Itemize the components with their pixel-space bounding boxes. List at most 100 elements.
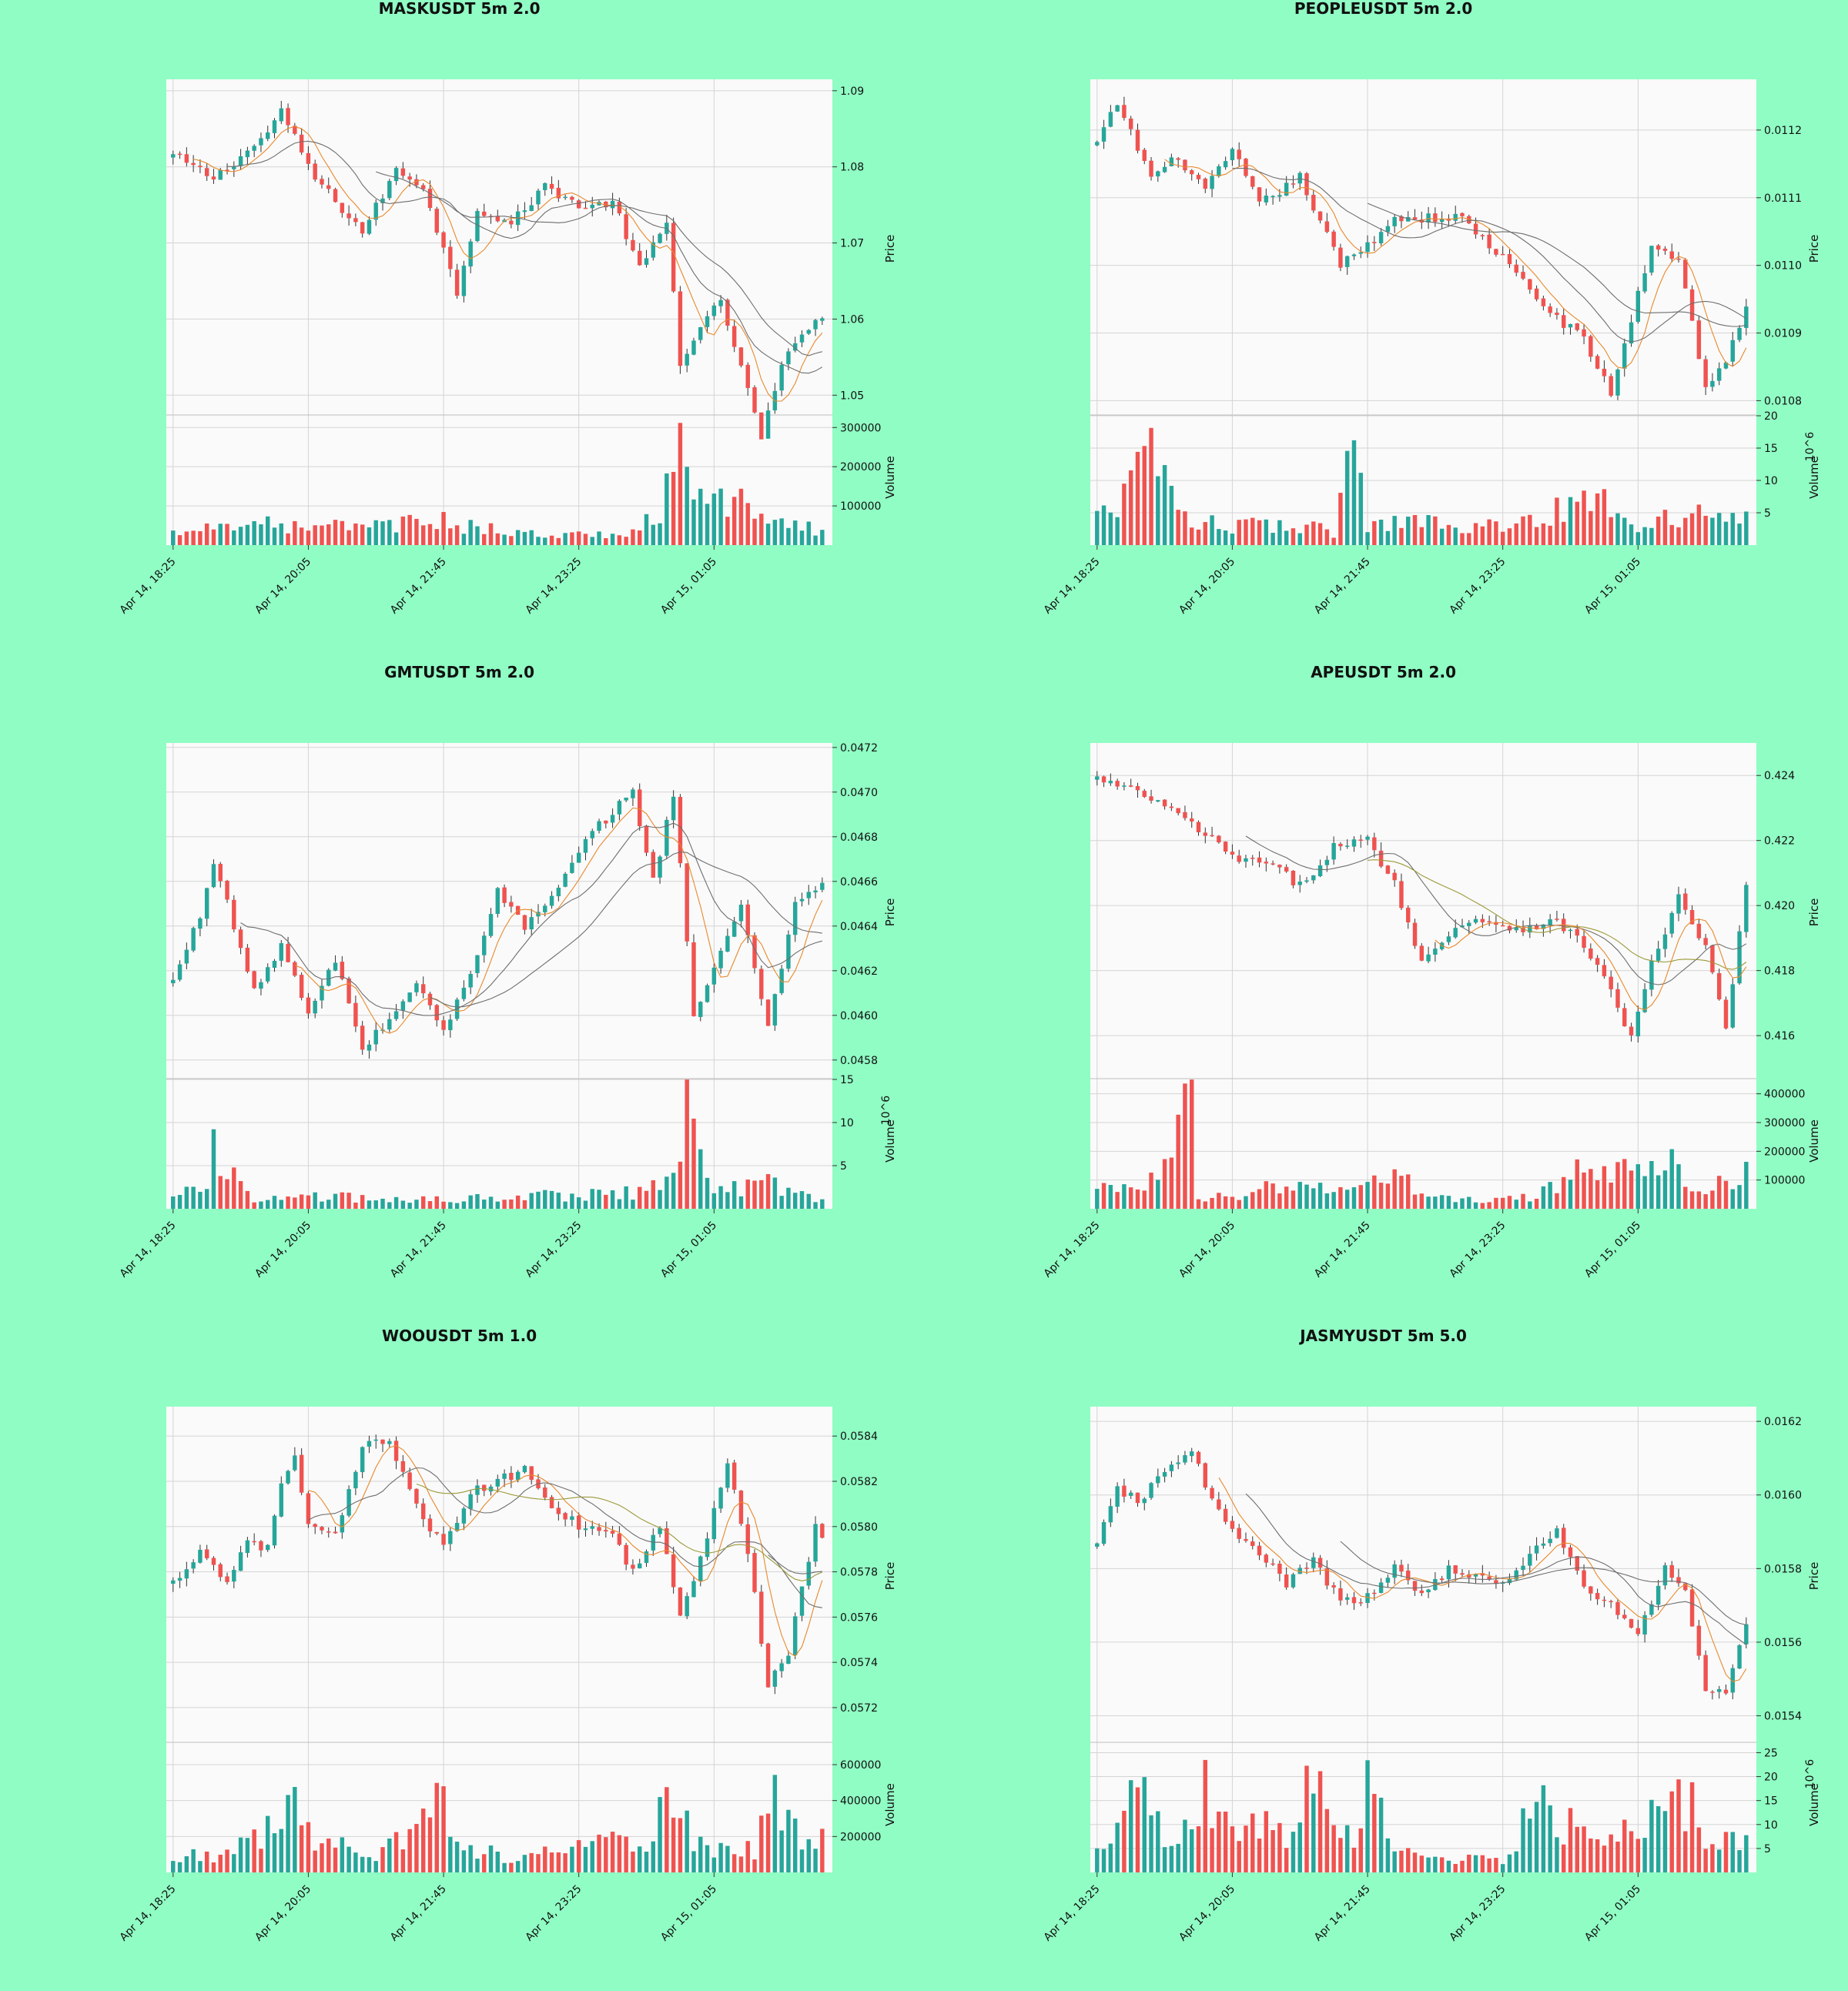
candle-body (1635, 1628, 1641, 1635)
candle-body (1548, 306, 1552, 313)
x-tick-label: Apr 14, 21:45 (1312, 1220, 1373, 1280)
volume-bar (1115, 1822, 1120, 1872)
candle-body (333, 189, 338, 202)
candle-body (1723, 1689, 1729, 1694)
candle-body (718, 1487, 723, 1509)
candle-body (1095, 776, 1100, 780)
candle-body (665, 1528, 669, 1554)
volume-bar (1669, 1149, 1674, 1209)
candle-body (1317, 211, 1323, 221)
candle-body (752, 935, 757, 969)
volume-bar (313, 1192, 317, 1209)
candle-body (279, 943, 284, 961)
volume-bar (1548, 1805, 1552, 1872)
volume-bar (495, 533, 500, 545)
volume-bar (293, 1786, 297, 1872)
volume-bar (604, 1194, 608, 1209)
volume-bar (1385, 530, 1391, 545)
x-tick-label: Apr 14, 21:45 (1312, 556, 1373, 617)
candle-body (590, 831, 594, 838)
volume-bar (1561, 521, 1566, 545)
candle-body (1372, 242, 1377, 243)
volume-bar (475, 1193, 480, 1209)
volume-bar (772, 1775, 778, 1872)
volume-tick-label: 200000 (840, 461, 881, 473)
candle-body (1244, 858, 1248, 862)
candle-body (1217, 1499, 1221, 1510)
volume-bar (1622, 517, 1627, 545)
volume-bar (1331, 1825, 1336, 1872)
candle-body (171, 979, 176, 984)
candle-body (1135, 786, 1140, 791)
candle-body (1642, 273, 1647, 292)
volume-bar (617, 535, 622, 545)
candle-body (1250, 176, 1255, 187)
candle-body (293, 125, 297, 134)
volume-bar (367, 1857, 372, 1872)
volume-bar (475, 1859, 480, 1872)
volume-bar (448, 1836, 453, 1872)
candle-body (468, 241, 473, 267)
volume-bar (522, 1855, 527, 1872)
chart-panel: JASMYUSDT 5m 5.0 0.0162 0.0160 0.0158 0.0156… (1042, 1327, 1821, 1944)
candle-body (1372, 1592, 1377, 1594)
volume-bar (1365, 532, 1370, 545)
volume-bar (353, 1852, 358, 1872)
candle-body (1629, 1026, 1634, 1036)
candle-body (1217, 166, 1221, 176)
candle-body (461, 266, 467, 296)
price-tick-label: 0.0464 (840, 921, 878, 933)
volume-bar (529, 1852, 534, 1872)
volume-bar (1399, 1850, 1404, 1872)
candle-body (637, 789, 642, 827)
volume-bar (1589, 1838, 1593, 1872)
price-tick-label: 0.0578 (840, 1567, 878, 1579)
volume-bar (590, 1189, 594, 1209)
volume-bar (400, 1200, 406, 1209)
volume-bar (1223, 530, 1228, 545)
volume-bar (651, 1180, 656, 1209)
volume-bar (232, 530, 236, 545)
candle-body (340, 962, 345, 979)
volume-bar (407, 1829, 412, 1872)
volume-bar (1669, 524, 1674, 545)
volume-bar (536, 1191, 541, 1209)
volume-bar (1183, 511, 1187, 545)
volume-bar (543, 537, 547, 545)
moving-average-line (1245, 1493, 1747, 1645)
volume-bar (1351, 440, 1357, 545)
volume-bar (1162, 465, 1167, 545)
chart-panel: GMTUSDT 5m 2.0 0.0472 0.0470 0.0468 0.0466 0.… (118, 663, 897, 1280)
volume-bar (792, 520, 798, 545)
candle-body (238, 929, 243, 949)
volume-bar (1500, 1864, 1505, 1872)
candle-body (1487, 234, 1491, 249)
candle-body (482, 211, 487, 216)
candle-body (1162, 1472, 1167, 1477)
candle-body (610, 1531, 615, 1534)
volume-bar (1270, 1183, 1275, 1209)
volume-tick-label: 200000 (1764, 1146, 1805, 1158)
volume-bar (1433, 516, 1438, 545)
volume-bar (570, 1846, 574, 1872)
volume-bar (1142, 446, 1147, 545)
candle-body (1257, 1545, 1262, 1556)
candle-body (1737, 327, 1742, 340)
candle-body (373, 1029, 378, 1045)
volume-bar (1115, 1192, 1120, 1209)
candle-body (1297, 1568, 1302, 1574)
candle-body (1460, 925, 1465, 928)
volume-bar (1230, 1196, 1235, 1209)
volume-bar (1582, 1826, 1586, 1872)
volume-bar (1203, 522, 1208, 545)
candle-body (360, 1026, 365, 1050)
volume-bar (1190, 527, 1194, 545)
volume-bar (191, 530, 196, 545)
moving-average-line (192, 125, 823, 402)
volume-bar (373, 1861, 378, 1872)
volume-bar (299, 527, 304, 545)
volume-bar (306, 530, 311, 545)
candle-body (1635, 290, 1641, 322)
candle-body (266, 967, 270, 982)
candle-body (1642, 989, 1647, 1012)
